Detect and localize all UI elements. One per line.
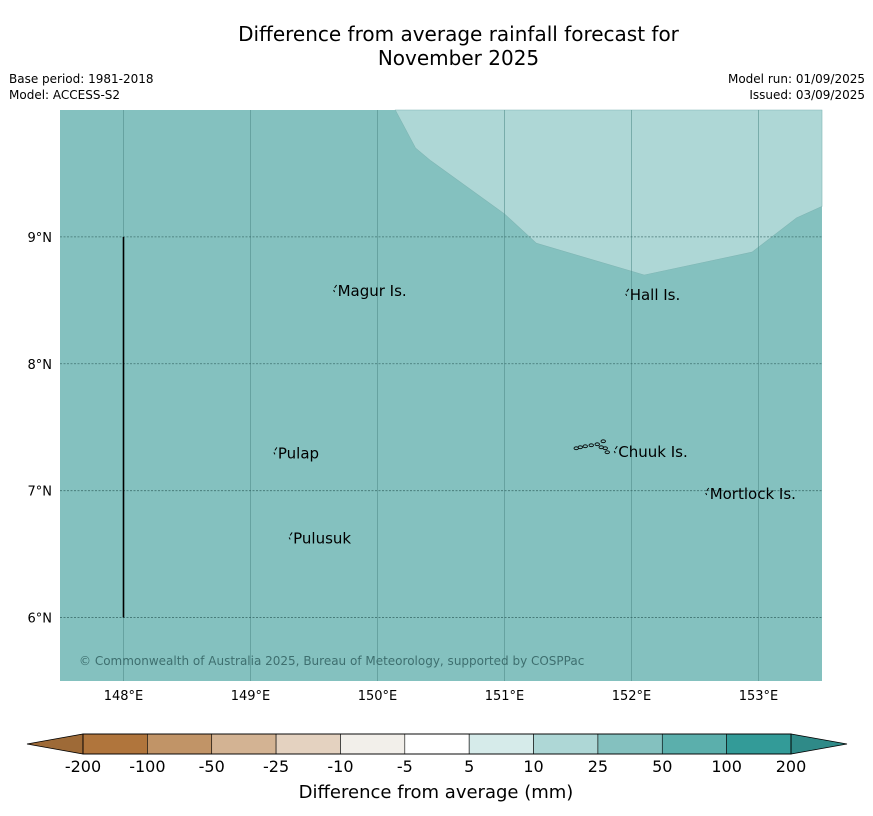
chuuk-islet — [598, 445, 604, 450]
place-label-mortlock-is: Mortlock Is. — [710, 485, 796, 503]
colorbar-tick-label: 200 — [776, 757, 807, 776]
colorbar-swatch — [211, 733, 277, 755]
colorbar-tick-label: -5 — [397, 757, 413, 776]
island-outline — [625, 288, 630, 297]
place-label-hall-is: Hall Is. — [630, 286, 681, 304]
place-label-chuuk-is: Chuuk Is. — [618, 443, 687, 461]
meta-right: Model run: 01/09/2025 Issued: 03/09/2025 — [728, 71, 865, 103]
place-label-magur-is: Magur Is. — [338, 282, 407, 300]
chuuk-islet — [588, 443, 594, 448]
colorbar-swatch — [533, 733, 599, 755]
colorbar-swatch — [468, 733, 534, 755]
meta-left: Base period: 1981-2018 Model: ACCESS-S2 — [9, 71, 154, 103]
issued-date: Issued: 03/09/2025 — [749, 88, 865, 102]
place-label-pulap: Pulap — [278, 444, 319, 462]
title-line-1: Difference from average rainfall forecas… — [238, 22, 679, 46]
colorbar-swatch — [661, 733, 727, 755]
rainfall-region-10-25 — [394, 109, 823, 276]
lat-tick-label: 8°N — [28, 358, 53, 373]
lon-tick-label: 153°E — [739, 689, 779, 704]
colorbar-swatch — [82, 733, 148, 755]
model-name: Model: ACCESS-S2 — [9, 88, 121, 102]
colorbar-tick-label: -25 — [263, 757, 289, 776]
copyright-text: © Commonwealth of Australia 2025, Bureau… — [79, 654, 584, 668]
colorbar-tick-label: 100 — [711, 757, 742, 776]
colorbar-tick-label: -100 — [129, 757, 165, 776]
lon-tick-label: 152°E — [612, 689, 652, 704]
model-run: Model run: 01/09/2025 — [727, 72, 865, 86]
lon-tick-label: 149°E — [231, 689, 271, 704]
lat-tick-label: 9°N — [28, 231, 53, 246]
colorbar-swatch — [726, 733, 792, 755]
colorbar-tick-label: 5 — [464, 757, 474, 776]
lon-tick-label: 150°E — [358, 689, 398, 704]
colorbar-swatch — [340, 733, 406, 755]
chuuk-islet — [594, 442, 600, 447]
chuuk-islet — [577, 445, 583, 450]
chuuk-islet — [582, 444, 588, 449]
map-title: Difference from average rainfall forecas… — [0, 22, 873, 70]
lat-tick-label: 6°N — [28, 612, 53, 627]
colorbar-tick-label: -200 — [65, 757, 101, 776]
colorbar-tick-label: -50 — [199, 757, 225, 776]
title-line-2: November 2025 — [377, 46, 540, 70]
colorbar-swatch — [147, 733, 213, 755]
island-outline — [273, 447, 278, 455]
colorbar-tick-label: 50 — [652, 757, 672, 776]
colorbar-frame — [82, 733, 792, 755]
colorbar-tick-label: -10 — [327, 757, 353, 776]
colorbar-high-extension — [790, 733, 848, 755]
island-outline — [333, 284, 338, 293]
island-outline — [613, 445, 618, 454]
chuuk-islet — [600, 439, 606, 444]
island-outline — [705, 487, 710, 496]
colorbar-swatch — [275, 733, 341, 755]
lon-tick-label: 151°E — [485, 689, 525, 704]
colorbar-swatch — [597, 733, 663, 755]
colorbar-tick-label: 10 — [523, 757, 543, 776]
place-label-pulusuk: Pulusuk — [293, 529, 351, 547]
lat-tick-label: 7°N — [28, 485, 53, 500]
colorbar-tick-label: 25 — [588, 757, 608, 776]
chuuk-islet — [604, 450, 610, 455]
lon-tick-label: 148°E — [104, 689, 144, 704]
colorbar-swatch — [404, 733, 470, 755]
colorbar-low-extension — [26, 733, 84, 755]
colorbar-title: Difference from average (mm) — [299, 782, 574, 803]
base-period: Base period: 1981-2018 — [9, 72, 154, 86]
island-outline — [288, 532, 293, 540]
